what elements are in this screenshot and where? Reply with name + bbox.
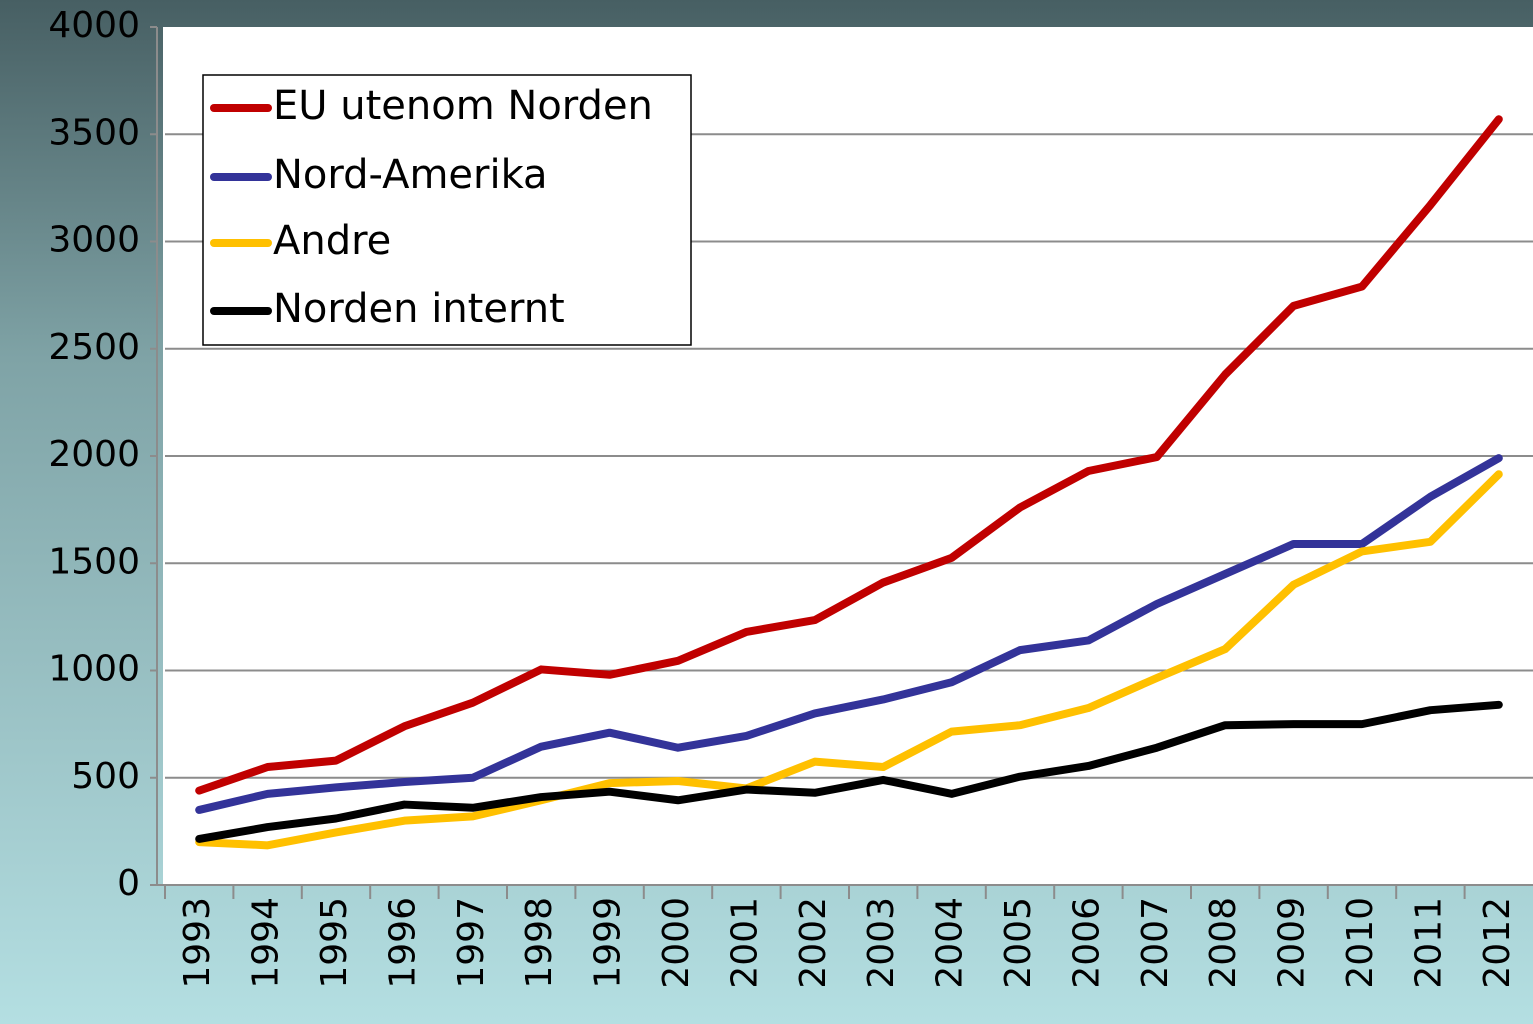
x-tick-label: 2006 (1066, 897, 1107, 989)
x-tick-label: 1994 (246, 897, 287, 989)
series-line (195, 115, 1503, 795)
x-tick-label: 2003 (861, 897, 902, 989)
x-tick-label: 1995 (314, 897, 355, 989)
x-tick-label: 1993 (177, 897, 218, 989)
x-tick-label: 2010 (1340, 897, 1381, 989)
x-tick-label: 2001 (724, 897, 765, 989)
y-tick-label: 3500 (48, 112, 140, 153)
series-line (195, 700, 1503, 843)
x-tick-label: 2009 (1272, 897, 1313, 989)
y-tick-label: 2000 (48, 434, 140, 475)
x-tick-label: 1996 (382, 897, 423, 989)
series-line (195, 470, 1503, 850)
x-tick-label: 2008 (1203, 897, 1244, 989)
x-tick-label: 1998 (519, 897, 560, 989)
y-tick-label: 2500 (48, 327, 140, 368)
x-tick-label: 2007 (1135, 897, 1176, 989)
x-tick-label: 2000 (656, 897, 697, 989)
legend-label: EU utenom Norden (273, 83, 653, 129)
legend-label: Andre (273, 218, 391, 264)
series-line (195, 454, 1503, 814)
y-tick-label: 1500 (48, 541, 140, 582)
x-tick-label: 2011 (1408, 897, 1449, 989)
y-tick-label: 0 (117, 863, 140, 904)
legend-box (202, 74, 692, 346)
y-tick-label: 500 (71, 756, 140, 797)
x-tick-label: 1997 (451, 897, 492, 989)
y-tick-label: 1000 (48, 649, 140, 690)
y-tick-label: 3000 (48, 220, 140, 261)
legend-label: Nord-Amerika (273, 152, 548, 198)
x-tick-label: 1999 (588, 897, 629, 989)
legend-label: Norden internt (273, 286, 565, 332)
x-tick-label: 2012 (1477, 897, 1518, 989)
x-tick-label: 2002 (793, 897, 834, 989)
x-tick-label: 2005 (998, 897, 1039, 989)
x-tick-label: 2004 (930, 897, 971, 989)
y-tick-label: 4000 (48, 5, 140, 46)
